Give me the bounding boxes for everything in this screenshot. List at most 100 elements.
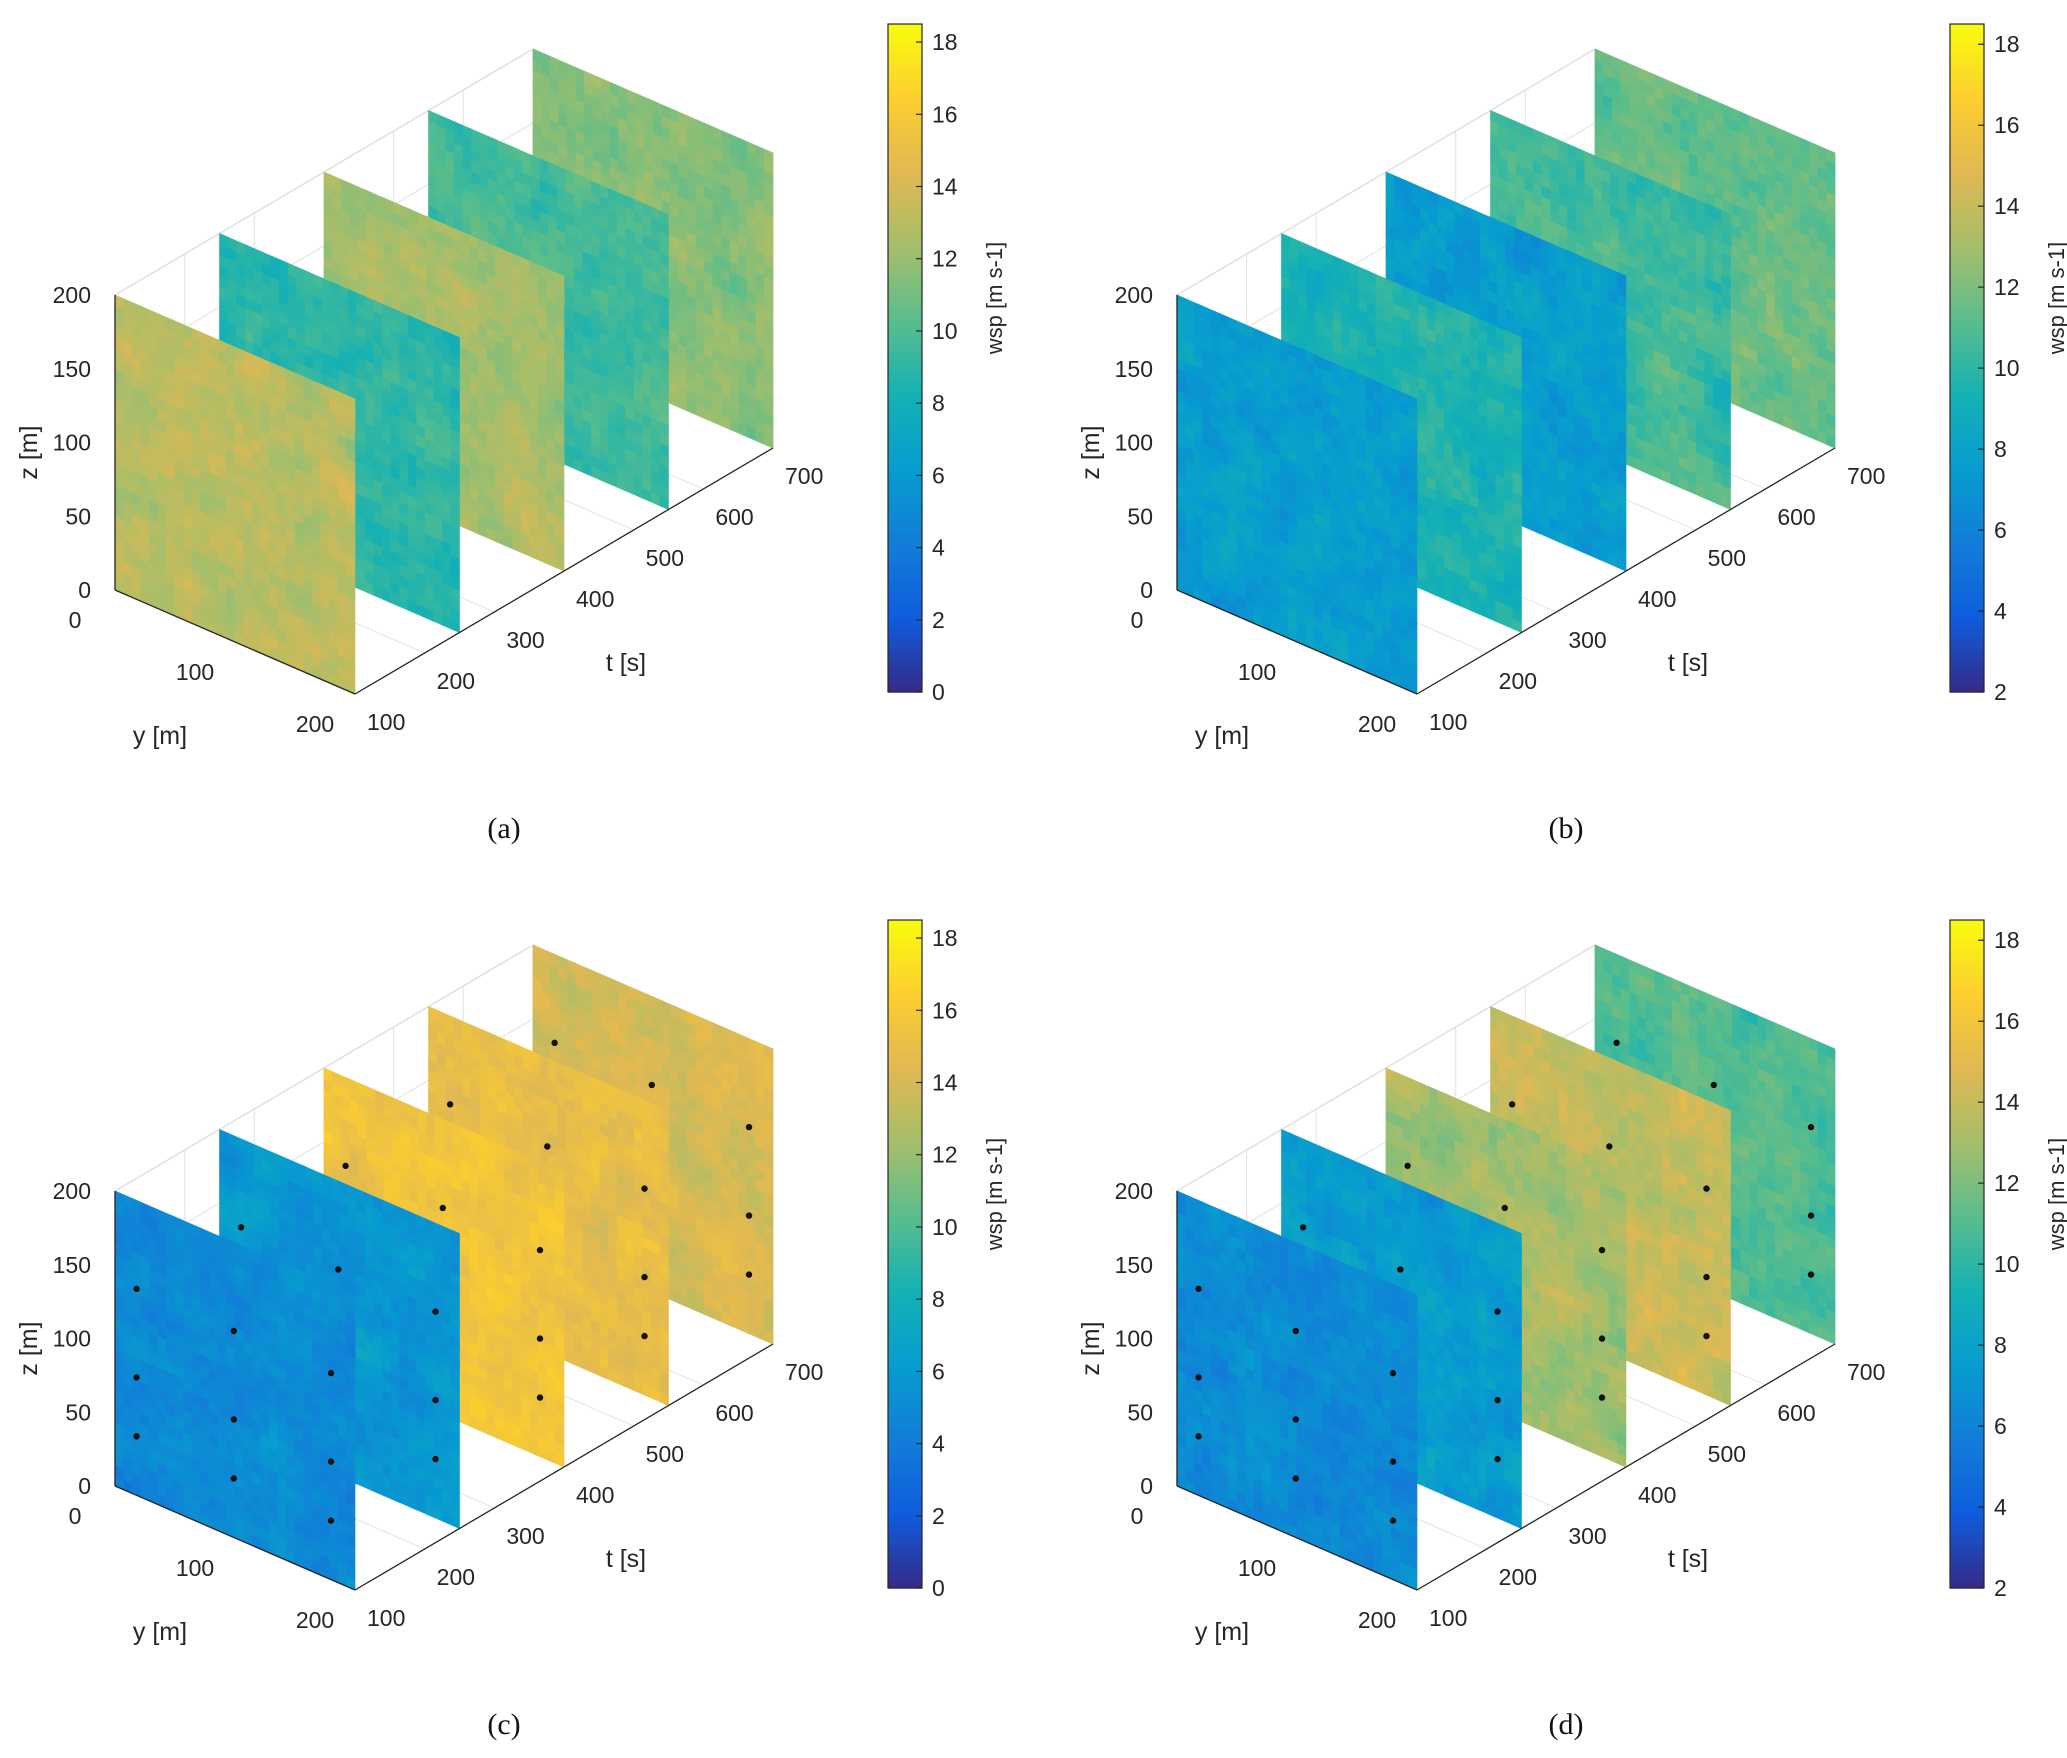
colorbar-band	[888, 491, 922, 498]
colorbar-tick-label: 10	[932, 318, 958, 344]
colorbar-band	[888, 435, 922, 443]
colorbar-band	[888, 229, 922, 237]
colorbar-band	[888, 586, 922, 593]
colorbar-band	[888, 57, 922, 64]
colorbar-band	[888, 447, 922, 454]
colorbar-band	[888, 29, 922, 36]
colorbar-band	[888, 118, 922, 125]
colorbar-band	[888, 74, 922, 81]
colorbar-band	[888, 202, 922, 209]
colorbar-band	[888, 497, 922, 504]
colorbar-band	[888, 369, 922, 376]
colorbar-band	[888, 563, 922, 571]
colorbar-band	[888, 424, 922, 431]
colorbar-band	[888, 591, 922, 598]
colorbar-band	[888, 163, 922, 170]
colorbar-band	[888, 79, 922, 86]
colorbar-tick-label: 14	[932, 173, 958, 199]
colorbar-band	[888, 513, 922, 521]
z-tick-label: 200	[53, 282, 91, 308]
colorbar-band	[888, 558, 922, 565]
colorbar-band	[888, 413, 922, 420]
colorbar-band	[888, 441, 922, 448]
colorbar-band	[888, 135, 922, 142]
colorbar-band	[888, 619, 922, 626]
colorbar-tick-label: 4	[932, 535, 945, 561]
colorbar-band	[888, 408, 922, 415]
t-tick-label: 700	[785, 463, 823, 489]
colorbar-band	[888, 268, 922, 276]
colorbar-band	[888, 62, 922, 70]
t-tick-label: 600	[715, 504, 753, 530]
colorbar-band	[888, 358, 922, 365]
colorbar-band	[888, 35, 922, 42]
colorbar-band	[888, 580, 922, 587]
t-axis-label: t [s]	[606, 649, 646, 677]
colorbar-label: wsp [m s-1]	[982, 242, 1007, 355]
t-tick-label: 200	[437, 668, 475, 694]
colorbar-band	[888, 519, 922, 526]
colorbar-band	[888, 191, 922, 198]
colorbar-band	[888, 536, 922, 543]
colorbar-band	[888, 285, 922, 292]
colorbar-band	[888, 552, 922, 559]
colorbar-band	[888, 669, 922, 676]
panel-label: (a)	[487, 812, 520, 845]
colorbar-band	[888, 101, 922, 109]
colorbar-band	[888, 252, 922, 259]
colorbar-band	[888, 124, 922, 131]
colorbar-band	[888, 129, 922, 136]
colorbar-band	[888, 246, 922, 253]
colorbar-band	[888, 658, 922, 665]
colorbar-band	[888, 469, 922, 476]
y-axis-label: y [m]	[133, 722, 187, 750]
colorbar-band	[888, 341, 922, 348]
z-tick-label: 50	[65, 503, 91, 529]
colorbar-band	[888, 307, 922, 315]
t-tick-label: 400	[576, 586, 614, 612]
colorbar-band	[888, 241, 922, 248]
colorbar-tick-label: 16	[932, 101, 958, 127]
y-tick-label: 0	[69, 607, 82, 633]
z-tick-label: 100	[53, 430, 91, 456]
colorbar-band	[888, 547, 922, 554]
colorbar-band	[888, 641, 922, 649]
y-tick-label: 100	[176, 659, 214, 685]
colorbar-band	[888, 486, 922, 493]
z-tick-label: 0	[78, 577, 91, 603]
colorbar-band	[888, 335, 922, 342]
colorbar-band	[888, 324, 922, 331]
colorbar-band	[888, 235, 922, 242]
colorbar-band	[888, 140, 922, 148]
colorbar-band	[888, 224, 922, 231]
colorbar-band	[888, 647, 922, 654]
colorbar-band	[888, 680, 922, 688]
colorbar-band	[888, 218, 922, 225]
colorbar-band	[888, 396, 922, 404]
colorbar-band	[888, 480, 922, 487]
colorbar-band	[888, 653, 922, 660]
colorbar-band	[888, 152, 922, 159]
z-tick-label: 150	[53, 356, 91, 382]
colorbar-band	[888, 168, 922, 175]
colorbar-band	[888, 174, 922, 181]
t-tick-label: 100	[367, 709, 405, 735]
colorbar-band	[888, 391, 922, 398]
colorbar-band	[888, 68, 922, 75]
colorbar-tick-label: 2	[932, 607, 945, 633]
colorbar-band	[888, 96, 922, 103]
colorbar-tick-label: 8	[932, 390, 945, 416]
colorbar-band	[888, 597, 922, 604]
colorbar-band	[888, 46, 922, 53]
colorbar-band	[888, 196, 922, 203]
colorbar-band	[888, 157, 922, 164]
colorbar-band	[888, 569, 922, 576]
colorbar-band	[888, 452, 922, 459]
colorbar-band	[888, 385, 922, 392]
colorbar-band	[888, 146, 922, 153]
colorbar-band	[888, 313, 922, 320]
colorbar-band	[888, 508, 922, 515]
